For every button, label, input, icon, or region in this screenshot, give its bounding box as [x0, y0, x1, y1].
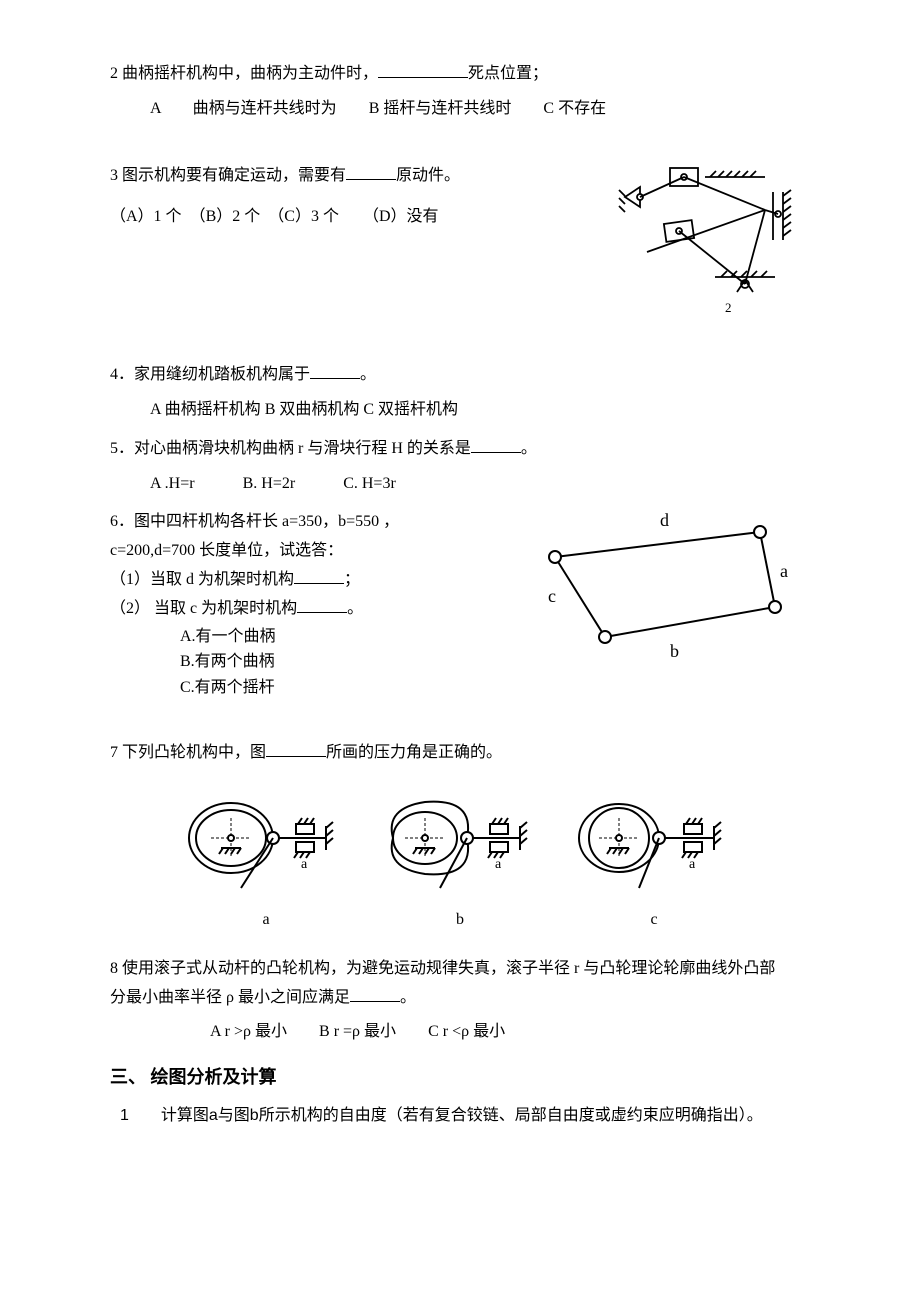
q6-sub1-blank [294, 567, 344, 584]
q2-optC: C 不存在 [543, 100, 606, 117]
q5-text-after: 。 [521, 440, 537, 457]
q6-label-d: d [660, 510, 669, 530]
q7-label-c: c [569, 906, 739, 935]
q8-line2-before: 分最小曲率半径 ρ 最小之间应满足 [110, 989, 350, 1006]
question-6: d a b c 6．图中四杆机构各杆长 a=350，b=550 ， c=200,… [110, 508, 810, 700]
q7-diagram-b: a b [375, 788, 545, 935]
question-7: 7 下列凸轮机构中，图 所画的压力角是正确的。 [110, 739, 810, 935]
q6-label-c: c [548, 586, 556, 606]
q5-text-before: 5．对心曲柄滑块机构曲柄 r 与滑块行程 H 的关系是 [110, 440, 471, 457]
q2-text-after: 死点位置； [468, 65, 548, 82]
svg-text:a: a [689, 857, 696, 872]
q6-optC: C.有两个摇杆 [180, 675, 810, 701]
q8-blank [350, 985, 400, 1002]
q8-line1: 8 使用滚子式从动杆的凸轮机构，为避免运动规律失真，滚子半径 r 与凸轮理论轮廓… [110, 955, 810, 984]
q3-optC: （C）3 个 [276, 208, 339, 225]
q2-options: A 曲柄与连杆共线时为 B 摇杆与连杆共线时 C 不存在 [150, 95, 810, 124]
q6-label-a: a [780, 561, 788, 581]
q8-line2-after: 。 [400, 989, 416, 1006]
q5-options: A .H=r B. H=2r C. H=3r [150, 470, 810, 499]
q2-text-before: 2 曲柄摇杆机构中，曲柄为主动件时， [110, 65, 378, 82]
q6-sub1-after: ； [344, 571, 360, 588]
q7-diagram-c: a c [569, 788, 739, 935]
q7-blank [266, 740, 326, 757]
q7-label-b: b [375, 906, 545, 935]
q8-optB: B r =ρ 最小 [319, 1023, 396, 1040]
section-3-title: 三、 绘图分析及计算 [110, 1061, 810, 1093]
q7-label-a: a [181, 906, 351, 935]
q4-optA: A 曲柄摇杆机构 [150, 401, 261, 418]
q6-label-b: b [670, 641, 679, 661]
q3-text-after: 原动件。 [396, 167, 460, 184]
q5-optC: C. H=3r [343, 475, 396, 492]
q7-diagram-a: a a [181, 788, 351, 935]
q2-optA: A 曲柄与连杆共线时为 [150, 100, 337, 117]
q4-text-before: 4．家用缝纫机踏板机构属于 [110, 366, 310, 383]
q8-optA: A r >ρ 最小 [210, 1023, 287, 1040]
svg-text:a: a [495, 857, 502, 872]
q4-options: A 曲柄摇杆机构 B 双曲柄机构 C 双摇杆机构 [150, 396, 810, 425]
q6-sub2-after: 。 [347, 600, 363, 617]
q8-optC: C r <ρ 最小 [428, 1023, 505, 1040]
q4-optB: B 双曲柄机构 [265, 401, 360, 418]
q6-sub2-before: （2） 当取 c 为机架时机构 [110, 600, 297, 617]
q6-sub2-blank [297, 596, 347, 613]
q4-optC: C 双摇杆机构 [363, 401, 458, 418]
question-4: 4．家用缝纫机踏板机构属于 。 A 曲柄摇杆机构 B 双曲柄机构 C 双摇杆机构 [110, 361, 810, 425]
question-2: 2 曲柄摇杆机构中，曲柄为主动件时， 死点位置； A 曲柄与连杆共线时为 B 摇杆… [110, 60, 810, 124]
q7-text-before: 7 下列凸轮机构中，图 [110, 744, 266, 761]
q3-diagram-label: 2 [725, 300, 732, 315]
q7-text-after: 所画的压力角是正确的。 [326, 744, 502, 761]
q6-diagram: d a b c [510, 502, 810, 672]
q4-text-after: 。 [360, 366, 376, 383]
q3-diagram: 2 [615, 162, 810, 322]
q6-sub1-before: （1）当取 d 为机架时机构 [110, 571, 294, 588]
q2-optB: B 摇杆与连杆共线时 [369, 100, 512, 117]
question-3: 2 3 图示机构要有确定运动，需要有 原动件。 （A）1 个 （B）2 个 （C）… [110, 162, 810, 322]
q5-optA: A .H=r [150, 475, 195, 492]
q2-blank [378, 61, 468, 78]
q4-blank [310, 362, 360, 379]
q3-optB: （B）2 个 [198, 208, 261, 225]
q5-blank [471, 436, 521, 453]
question-5: 5．对心曲柄滑块机构曲柄 r 与滑块行程 H 的关系是 。 A .H=r B. H… [110, 435, 810, 499]
question-8: 8 使用滚子式从动杆的凸轮机构，为避免运动规律失真，滚子半径 r 与凸轮理论轮廓… [110, 955, 810, 1047]
q3-text-before: 3 图示机构要有确定运动，需要有 [110, 167, 346, 184]
svg-text:a: a [301, 857, 308, 872]
q3-blank [346, 163, 396, 180]
q3-optA: （A）1 个 [110, 208, 182, 225]
q3-optD: （D）没有 [371, 208, 439, 225]
section-3-q1: 1 计算图a与图b所示机构的自由度（若有复合铰链、局部自由度或虚约束应明确指出）… [120, 1102, 810, 1131]
q5-optB: B. H=2r [243, 475, 296, 492]
q7-diagrams: a a [110, 788, 810, 935]
